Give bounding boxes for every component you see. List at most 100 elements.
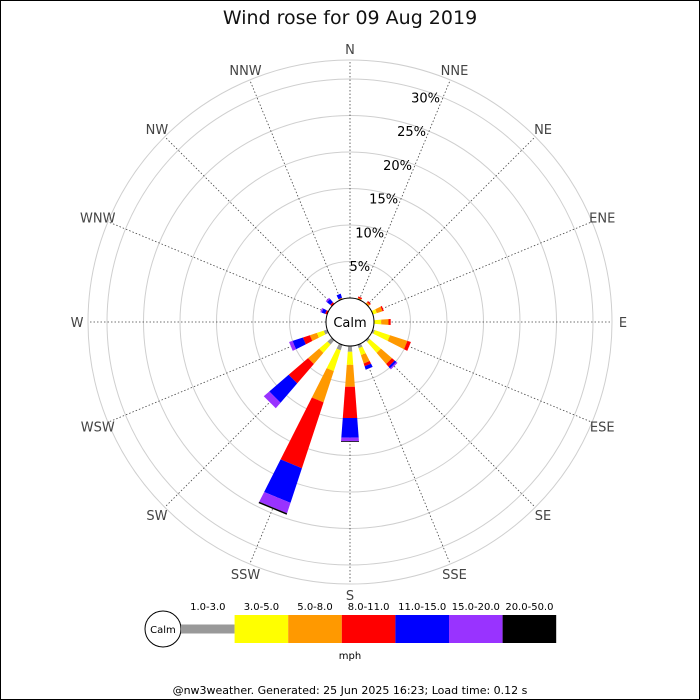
bar-s-bin-4 — [342, 386, 358, 418]
dir-label-se: SE — [535, 509, 551, 524]
dir-label-wsw: WSW — [81, 420, 115, 435]
bar-sw-bin-3 — [308, 348, 324, 364]
dir-label-n: N — [345, 43, 355, 58]
bar-se-bin-3 — [376, 348, 392, 364]
calm-center: Calm — [325, 297, 375, 347]
legend-calm-label: Calm — [150, 625, 176, 636]
bar-nne-bin-4 — [357, 296, 363, 300]
ring-label-1: 5% — [350, 260, 371, 275]
bar-wsw-bin-2 — [316, 330, 326, 338]
bar-s-bin-7 — [340, 441, 360, 443]
dir-label-ese: ESE — [590, 420, 615, 435]
bar-e-bin-3 — [381, 319, 389, 325]
dir-label-w: W — [71, 316, 84, 331]
legend-swatch-7 — [502, 615, 557, 643]
bar-wnw-bin-5 — [321, 308, 327, 314]
bar-sw-bin-5 — [269, 374, 298, 403]
bar-nw-bin-4 — [330, 302, 335, 307]
grid-ring-outer — [87, 59, 613, 585]
bar-ne-bin-4 — [367, 301, 371, 305]
bar-se-bin-1 — [365, 337, 370, 342]
dir-label-s: S — [346, 589, 354, 604]
bar-wnw-bin-4 — [325, 310, 329, 315]
legend-label-7: 20.0-50.0 — [505, 602, 553, 613]
bar-sw-bin-6 — [263, 391, 281, 409]
bar-ese-bin-3 — [387, 335, 408, 350]
polar-grid — [87, 59, 613, 585]
bar-ssw-bin-4 — [280, 397, 324, 469]
direction-labels: N NNE NE ENE E ESE SE SSE S SSW SW WSW W WNW NW NNW — [71, 43, 628, 604]
bar-s-bin-2 — [346, 351, 354, 365]
dir-label-sse: SSE — [442, 568, 467, 583]
legend-swatches: 1.0-3.0 3.0-5.0 5.0-8.0 8.0-11.0 11.0-15.0 15… — [181, 602, 557, 643]
bar-ese-bin-2 — [373, 330, 391, 342]
bar-sse-bin-4 — [363, 361, 372, 367]
bar-wsw-bin-6 — [289, 340, 296, 351]
spoke-nnw — [249, 79, 342, 300]
dir-label-wnw: WNW — [80, 212, 116, 227]
legend-unit-label: mph — [339, 651, 361, 662]
ring-label-5: 25% — [397, 125, 426, 140]
bar-se-bin-5 — [388, 360, 397, 369]
ring-label-2: 10% — [355, 226, 384, 241]
legend-label-4: 8.0-11.0 — [348, 602, 390, 613]
calm-circle — [325, 297, 375, 347]
dir-label-nnw: NNW — [229, 64, 261, 79]
spoke-se — [366, 338, 536, 508]
dir-label-sw: SW — [146, 509, 167, 524]
grid-ring-6 — [106, 78, 594, 566]
bar-se-bin-6 — [389, 361, 398, 370]
bar-wsw-bin-4 — [302, 335, 313, 345]
spoke-wnw — [107, 221, 328, 314]
grid-ring-4 — [179, 151, 521, 493]
bar-wsw-bin-3 — [309, 332, 319, 342]
legend-swatch-2 — [234, 615, 289, 643]
bar-sw-bin-4 — [288, 358, 314, 384]
bar-ene-bin-4 — [380, 305, 384, 312]
bar-sse-bin-3 — [360, 353, 370, 364]
bar-nw-bin-6 — [325, 297, 331, 303]
spoke-ene — [372, 221, 593, 314]
bar-s-bin-3 — [345, 364, 355, 387]
ring-label-4: 20% — [383, 159, 412, 174]
wind-bars — [258, 293, 411, 515]
dir-label-ne: NE — [534, 123, 552, 138]
ring-labels: 5% 10% 15% 20% 25% 30% — [350, 91, 440, 275]
bar-ssw-bin-1 — [336, 343, 343, 351]
legend-label-6: 15.0-20.0 — [452, 602, 500, 613]
bar-ssw-bin-7 — [258, 501, 288, 515]
dir-label-e: E — [619, 316, 627, 331]
bar-nw-bin-5 — [326, 298, 333, 305]
bar-s-bin-1 — [347, 345, 353, 352]
bar-s-bin-6 — [341, 437, 359, 442]
legend-swatch-1 — [181, 624, 235, 634]
bar-se-bin-2 — [367, 339, 381, 353]
bar-ssw-bin-2 — [326, 348, 341, 372]
spoke-sse — [358, 344, 451, 565]
bar-ese-bin-4 — [404, 340, 411, 351]
legend-swatch-3 — [288, 615, 342, 643]
spoke-nne — [358, 79, 451, 300]
bar-sse-bin-5 — [364, 363, 373, 370]
bar-sse-bin-2 — [358, 346, 366, 356]
chart-title: Wind rose for 09 Aug 2019 — [223, 7, 477, 29]
legend-label-3: 5.0-8.0 — [297, 602, 332, 613]
legend-swatch-5 — [395, 615, 449, 643]
spoke-ne — [366, 136, 536, 306]
legend-label-5: 11.0-15.0 — [398, 602, 446, 613]
bar-ese-bin-1 — [371, 329, 375, 334]
bar-se-bin-4 — [386, 358, 395, 367]
legend-swatch-6 — [449, 615, 503, 643]
bar-ssw-bin-5 — [264, 459, 302, 503]
bar-wnw-bin-6 — [320, 307, 324, 313]
bar-wsw-bin-5 — [292, 337, 306, 350]
bar-s-bin-5 — [341, 417, 359, 438]
bar-ene-bin-3 — [375, 306, 383, 314]
dir-label-ssw: SSW — [231, 568, 261, 583]
legend: Calm 1.0-3.0 3.0-5.0 5.0-8.0 8.0-11.0 11.0-1… — [144, 602, 557, 662]
bar-ssw-bin-3 — [311, 368, 334, 403]
legend-label-2: 3.0-5.0 — [244, 602, 279, 613]
bar-ne-bin-3 — [365, 302, 370, 307]
spoke-nw — [164, 136, 334, 306]
